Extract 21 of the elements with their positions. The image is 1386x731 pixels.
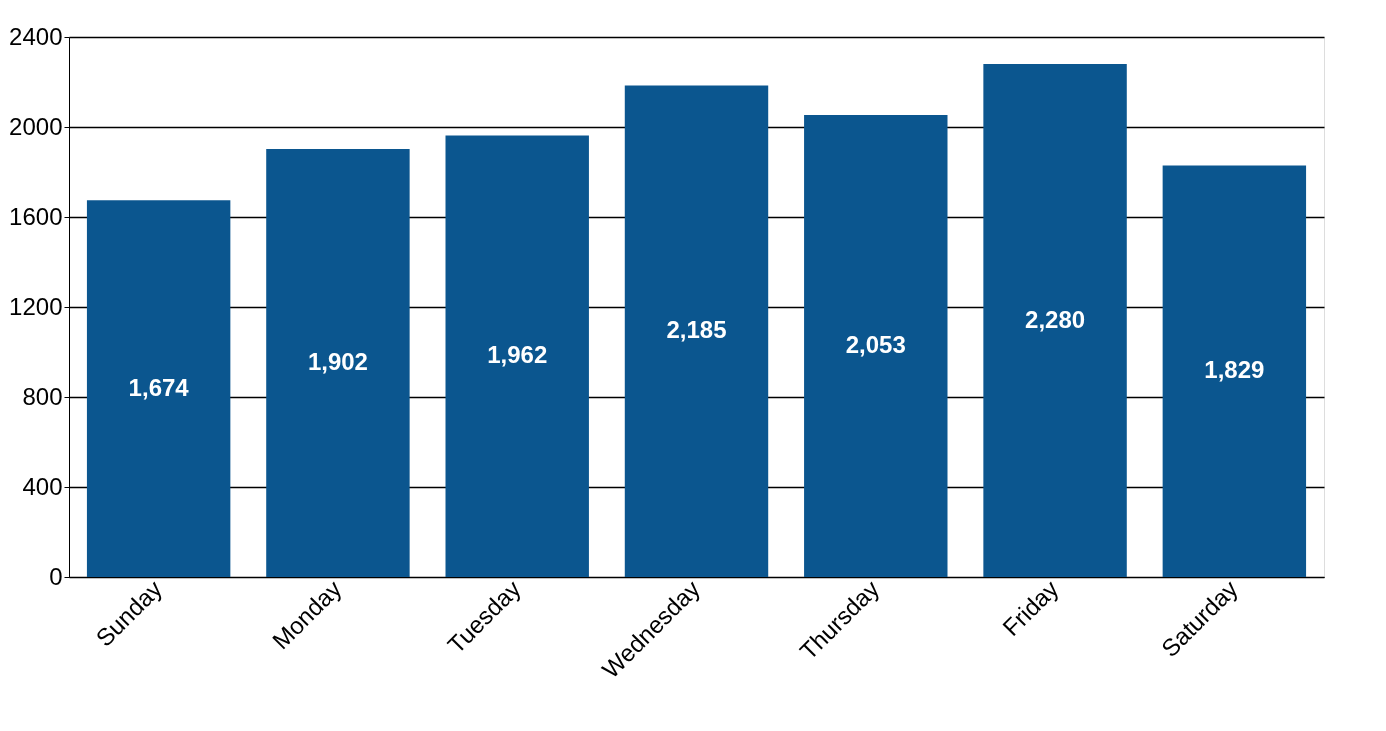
y-tick-label: 400 — [22, 472, 63, 500]
y-tick-label: 2400 — [9, 22, 63, 50]
bar — [86, 200, 231, 577]
bar — [1162, 165, 1307, 577]
y-tick-label: 1200 — [9, 292, 63, 320]
bar — [624, 85, 769, 577]
y-tick-label: 800 — [22, 382, 63, 410]
y-tick-label: 2000 — [9, 112, 63, 140]
bar — [445, 135, 589, 577]
data-label: 2,053 — [845, 331, 906, 359]
bar — [266, 149, 410, 577]
y-tick-label: 1600 — [9, 202, 63, 230]
data-label: 1,962 — [487, 341, 548, 369]
data-label: 1,902 — [307, 348, 368, 376]
bar — [804, 115, 948, 577]
y-tick-label: 0 — [49, 562, 63, 590]
bar — [983, 64, 1127, 577]
data-label: 2,280 — [1025, 305, 1086, 333]
data-label: 2,185 — [666, 316, 727, 344]
data-label: 1,674 — [128, 373, 190, 401]
data-label: 1,829 — [1204, 356, 1265, 384]
